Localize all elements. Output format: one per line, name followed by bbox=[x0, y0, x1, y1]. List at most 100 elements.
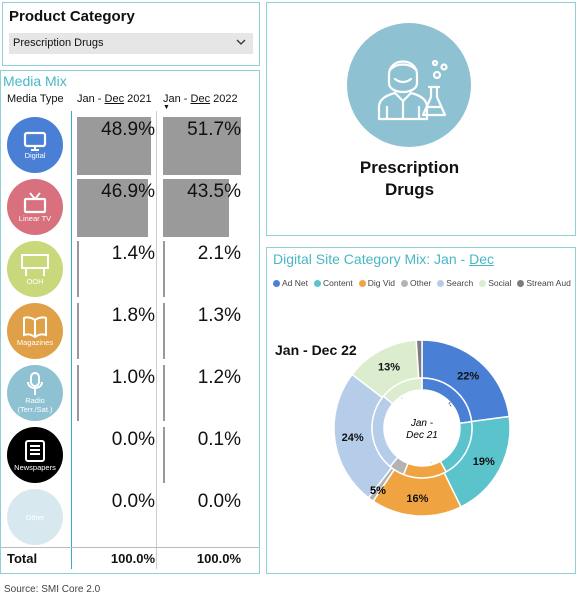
media-type-label: Digital bbox=[24, 150, 46, 160]
dropdown-value: Prescription Drugs bbox=[13, 37, 104, 49]
bar-2022 bbox=[163, 117, 241, 175]
bar-2021 bbox=[77, 179, 148, 237]
product-name: Prescription Drugs bbox=[337, 157, 482, 201]
bar-2021 bbox=[77, 117, 151, 175]
value-2022: 0.0% bbox=[197, 491, 241, 512]
tv-icon: Linear TV bbox=[7, 179, 63, 235]
legend-item[interactable]: Search bbox=[437, 278, 473, 288]
legend-label: Other bbox=[410, 278, 432, 288]
billboard-icon: OOH bbox=[7, 241, 63, 297]
scientist-icon bbox=[347, 23, 471, 147]
monitor-icon: Digital bbox=[7, 117, 63, 173]
media-row-linear-tv: Linear TV 46.9% 43.5% bbox=[1, 177, 259, 239]
legend-item[interactable]: Stream Aud bbox=[517, 278, 571, 288]
header-2021-year: 2021 bbox=[124, 93, 152, 105]
legend-swatch bbox=[479, 279, 487, 287]
column-header-2022[interactable]: Jan - Dec 2022 bbox=[163, 93, 238, 105]
digital-mix-title: Digital Site Category Mix: Jan - Dec bbox=[273, 251, 494, 267]
legend-item[interactable]: Social bbox=[479, 278, 511, 288]
legend-label: Stream Aud bbox=[526, 278, 571, 288]
legend-item[interactable]: Other bbox=[401, 278, 431, 288]
media-row-ooh: OOH 1.4% 2.1% bbox=[1, 239, 259, 301]
product-card: Prescription Drugs bbox=[266, 2, 576, 236]
legend-item[interactable]: Content bbox=[314, 278, 353, 288]
value-2021: 0.0% bbox=[111, 429, 155, 450]
bar-2022 bbox=[163, 241, 165, 297]
source-note: Source: SMI Core 2.0 bbox=[4, 584, 101, 595]
header-2022-year: 2022 bbox=[210, 93, 238, 105]
book-icon: Magazines bbox=[7, 303, 63, 359]
media-row-newspapers: Newspapers 0.0% 0.1% bbox=[1, 425, 259, 487]
media-mix-title: Media Mix bbox=[3, 73, 67, 89]
media-mix-table: Media Mix Media Type Jan - Dec 2021 Jan … bbox=[0, 70, 260, 574]
header-2021-prefix: Jan - bbox=[77, 93, 105, 105]
digital-site-category-mix: Digital Site Category Mix: Jan - Dec Ad … bbox=[266, 247, 576, 574]
product-name-line2: Drugs bbox=[384, 180, 435, 199]
legend-swatch bbox=[273, 279, 280, 287]
legend-item[interactable]: Dig Vid bbox=[358, 278, 396, 288]
value-2021: 1.4% bbox=[111, 243, 155, 264]
value-2022: 51.7% bbox=[187, 119, 241, 140]
media-type-label: Magazines bbox=[16, 337, 54, 347]
header-2022-month: Dec bbox=[190, 93, 211, 105]
bar-2022 bbox=[163, 365, 165, 421]
column-divider bbox=[156, 111, 157, 569]
value-2021: 0.0% bbox=[111, 491, 155, 512]
slice-label: 24% bbox=[342, 432, 364, 444]
legend-swatch bbox=[358, 279, 366, 287]
value-2021: 1.0% bbox=[111, 367, 155, 388]
media-row-magazines: Magazines 1.8% 1.3% bbox=[1, 301, 259, 363]
media-type-label: OOH bbox=[26, 276, 44, 286]
total-divider bbox=[1, 547, 259, 548]
media-row-other: Other 0.0% 0.0% bbox=[1, 487, 259, 549]
value-2022: 43.5% bbox=[187, 181, 241, 202]
bar-2021 bbox=[77, 365, 79, 421]
total-label: Total bbox=[7, 551, 38, 566]
bar-2022 bbox=[163, 303, 165, 359]
slice-label: 5% bbox=[370, 485, 386, 497]
value-2021: 48.9% bbox=[101, 119, 155, 140]
product-category-slicer: Product Category Prescription Drugs bbox=[2, 2, 260, 66]
bar-2022 bbox=[163, 179, 229, 237]
legend-label: Dig Vid bbox=[367, 278, 396, 288]
value-2022: 2.1% bbox=[197, 243, 241, 264]
inner-ring-label: Dec 21 bbox=[406, 430, 438, 441]
slice-label: 16% bbox=[406, 493, 428, 505]
legend-label: Ad Net bbox=[282, 278, 308, 288]
legend-swatch bbox=[437, 279, 445, 287]
legend-item[interactable]: Ad Net bbox=[273, 278, 308, 288]
product-category-dropdown[interactable]: Prescription Drugs bbox=[9, 33, 253, 54]
legend-label: Social bbox=[488, 278, 512, 288]
media-circle: Other bbox=[7, 489, 63, 545]
legend-label: Content bbox=[323, 278, 353, 288]
value-2021: 1.8% bbox=[111, 305, 155, 326]
media-type-label: Radio (Terr./Sat.) bbox=[17, 396, 53, 414]
chart-legend: Ad Net Content Dig Vid Other Search Social Str… bbox=[273, 278, 571, 288]
slicer-title: Product Category bbox=[9, 8, 135, 25]
bar-2021 bbox=[77, 303, 79, 359]
legend-swatch bbox=[314, 279, 321, 287]
sort-descending-icon[interactable]: ▼ bbox=[163, 104, 170, 111]
legend-label: Search bbox=[446, 278, 474, 288]
outer-ring-label: Jan - Dec 22 bbox=[275, 342, 357, 358]
header-2021-month: Dec bbox=[104, 93, 125, 105]
column-header-2021[interactable]: Jan - Dec 2021 bbox=[77, 93, 152, 105]
value-2022: 1.2% bbox=[197, 367, 241, 388]
media-type-label: Newspapers bbox=[14, 462, 56, 472]
column-divider bbox=[71, 111, 72, 569]
donut-chart: 22%19%16%24%13%23%14%14%5%Jan -Dec 21 bbox=[333, 339, 511, 517]
chevron-down-icon[interactable] bbox=[235, 36, 247, 51]
header-2022-prefix: Jan - bbox=[163, 93, 191, 105]
bar-2021 bbox=[77, 241, 79, 297]
media-type-label: Linear TV bbox=[18, 213, 52, 223]
value-2021: 46.9% bbox=[101, 181, 155, 202]
microphone-icon: Radio (Terr./Sat.) bbox=[7, 365, 63, 421]
total-2021: 100.0% bbox=[110, 551, 155, 566]
digital-title-month: Dec bbox=[469, 251, 494, 267]
donut-slice-inner-social[interactable] bbox=[382, 377, 423, 405]
slice-label: 13% bbox=[378, 361, 400, 373]
newspaper-icon: Newspapers bbox=[7, 427, 63, 483]
legend-swatch bbox=[517, 279, 525, 287]
media-type-header: Media Type bbox=[7, 93, 64, 105]
bar-2022 bbox=[163, 427, 165, 483]
